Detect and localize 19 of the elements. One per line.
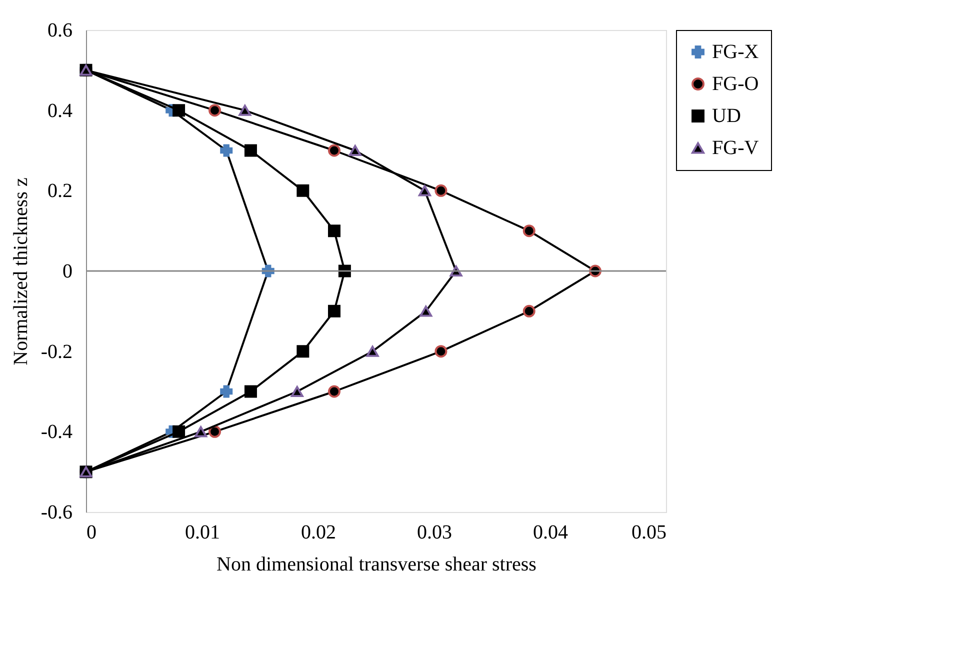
legend-label: FG-X	[712, 41, 760, 63]
x-axis-title: Non dimensional transverse shear stress	[216, 554, 537, 576]
y-tick-label: -0.2	[40, 340, 72, 363]
x-tick-label: 0.03	[417, 522, 452, 544]
legend-label: UD	[712, 105, 741, 127]
x-tick-label: 0	[86, 522, 96, 544]
legend-label: FG-V	[712, 137, 760, 159]
y-tick-label: 0.2	[48, 180, 72, 202]
y-tick-label: 0.4	[48, 100, 72, 122]
x-tick-label: 0.05	[632, 522, 666, 544]
y-tick-label: -0.4	[40, 421, 72, 444]
legend-label: FG-O	[712, 73, 759, 95]
y-tick-label: 0	[62, 260, 72, 282]
x-tick-label: 0.04	[533, 522, 568, 544]
y-axis-title: Normalized thickness z	[10, 178, 32, 366]
y-tick-label: 0.6	[48, 20, 72, 42]
x-tick-label: 0.02	[301, 522, 336, 544]
y-tick-label: -0.6	[40, 502, 72, 524]
x-tick-label: 0.01	[185, 522, 220, 544]
